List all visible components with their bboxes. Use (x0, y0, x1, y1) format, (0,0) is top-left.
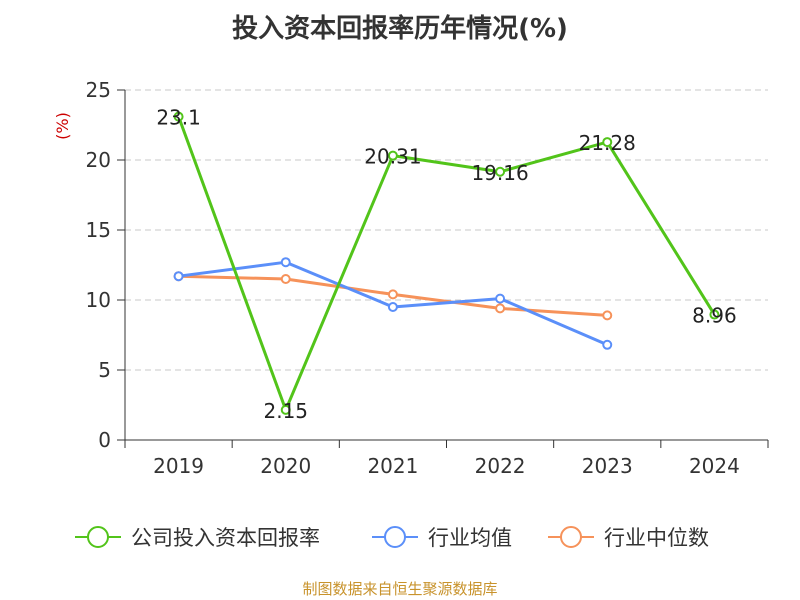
data-point (602, 137, 613, 148)
data-label: 19.16 (471, 161, 528, 185)
data-label: 20.31 (364, 145, 421, 169)
x-tick-label: 2024 (689, 454, 740, 478)
source-note: 制图数据来自恒生聚源数据库 (302, 580, 498, 598)
legend-label: 行业均值 (428, 526, 512, 550)
legend: 公司投入资本回报率 行业均值 行业中位数 (75, 526, 709, 550)
y-tick-label: 10 (86, 288, 111, 312)
data-point (602, 310, 613, 321)
legend-label: 行业中位数 (604, 526, 709, 550)
data-label: 21.28 (579, 131, 636, 155)
data-point (387, 302, 398, 312)
legend-item[interactable]: 公司投入资本回报率 (75, 526, 320, 550)
data-point (173, 111, 184, 122)
series-lines (173, 111, 720, 415)
data-point (602, 339, 613, 350)
x-tick-label: 2022 (475, 454, 526, 478)
data-label: 8.96 (692, 304, 737, 328)
y-tick-label: 0 (98, 428, 111, 452)
legend-label: 公司投入资本回报率 (131, 526, 320, 550)
data-label: 23.1 (156, 106, 201, 130)
legend-item[interactable]: 行业均值 (372, 526, 512, 550)
series-line-0 (177, 116, 716, 412)
data-point (387, 150, 398, 161)
data-point (495, 166, 506, 177)
data-point (280, 257, 291, 268)
data-point (173, 271, 184, 282)
x-tick-label: 2019 (153, 454, 204, 478)
x-tick-label: 2023 (582, 454, 633, 478)
legend-marker-icon (384, 526, 406, 548)
legend-marker-icon (87, 526, 109, 548)
legend-marker-icon (560, 526, 582, 548)
data-point (387, 289, 398, 300)
y-tick-label: 15 (86, 218, 111, 242)
chart-title: 投入资本回报率历年情况(%) (232, 14, 568, 44)
x-tick-label: 2021 (367, 454, 418, 478)
legend-item[interactable]: 行业中位数 (548, 526, 709, 550)
data-label: 2.15 (263, 399, 308, 423)
y-tick-label: 20 (86, 148, 111, 172)
data-point (280, 404, 291, 415)
data-point (495, 303, 506, 314)
axes: 0 5 10 15 20 25 2019 2020 2021 2022 2023 2024 (%) (53, 78, 769, 478)
data-point (709, 309, 720, 320)
data-point (495, 293, 506, 304)
y-axis-label: (%) (53, 112, 72, 140)
data-point (280, 274, 291, 284)
x-tick-label: 2020 (260, 454, 311, 478)
data-labels: 23.1 2.15 20.31 19.16 21.28 8.96 (156, 106, 736, 423)
y-tick-label: 5 (98, 358, 111, 382)
y-tick-label: 25 (86, 78, 111, 102)
